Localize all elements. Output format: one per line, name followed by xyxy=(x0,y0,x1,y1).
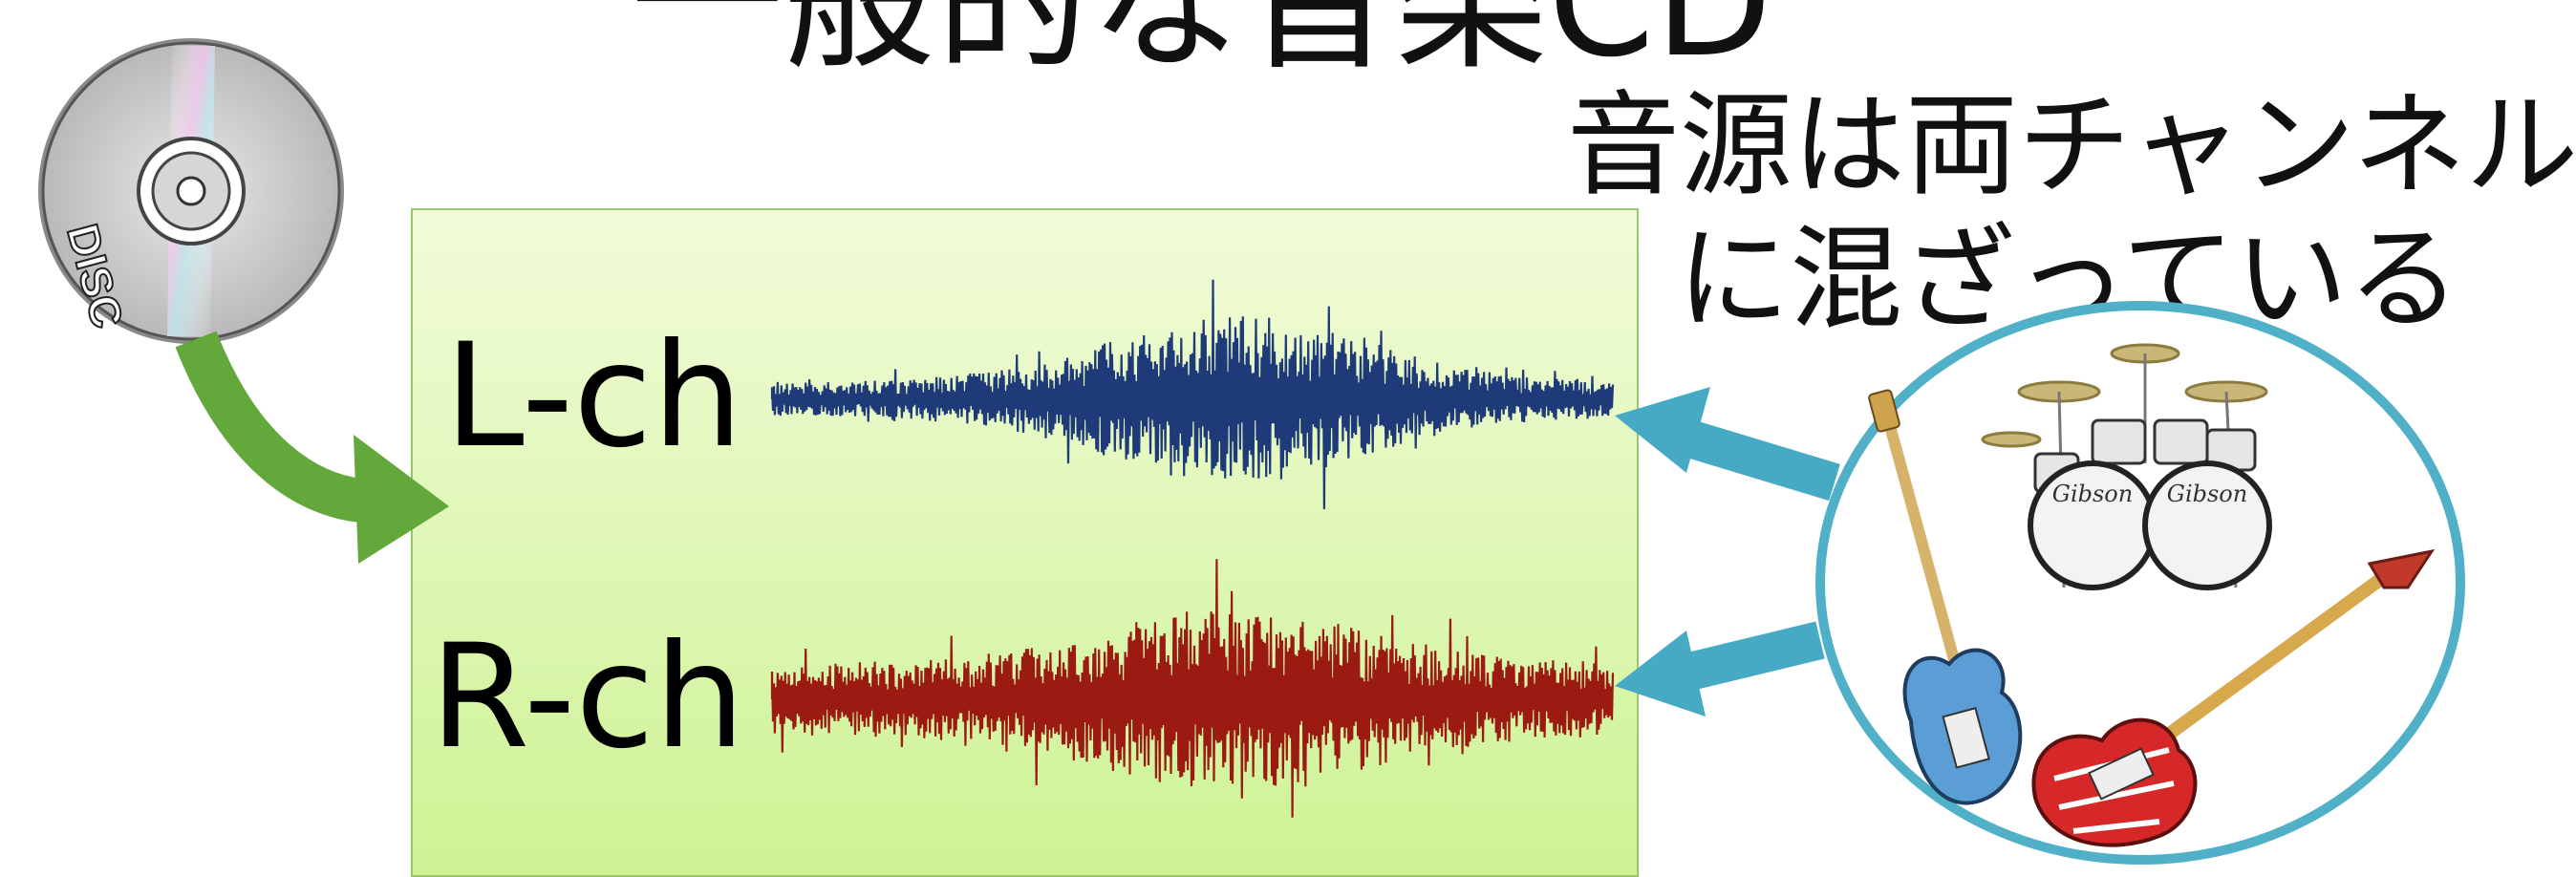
electric-guitar-icon xyxy=(2031,548,2436,847)
drum-brand-text: Gibson xyxy=(2052,481,2133,507)
blue-arrow-to-left-channel xyxy=(1615,387,1840,502)
right-channel-waveform xyxy=(770,559,1615,818)
instruments-circle: Gibson Gibson xyxy=(1815,301,2465,865)
right-channel-label: R-ch xyxy=(430,614,745,781)
left-channel-label: L-ch xyxy=(444,313,743,480)
drum-brand-text-2: Gibson xyxy=(2167,481,2247,507)
bass-guitar-icon xyxy=(1868,389,2023,805)
cd-disc-icon: DISC xyxy=(38,38,344,344)
blue-arrow-to-right-channel xyxy=(1615,621,1825,717)
left-channel-waveform xyxy=(770,279,1615,510)
caption-line-1: 音源は両チャンネル xyxy=(1567,79,2576,211)
caption: 音源は両チャンネル に混ざっている xyxy=(1567,78,2576,346)
page-title: 一般的な音楽CD xyxy=(631,0,1772,91)
waveform-panel xyxy=(411,208,1639,877)
drum-kit-icon: Gibson Gibson xyxy=(1981,343,2272,590)
